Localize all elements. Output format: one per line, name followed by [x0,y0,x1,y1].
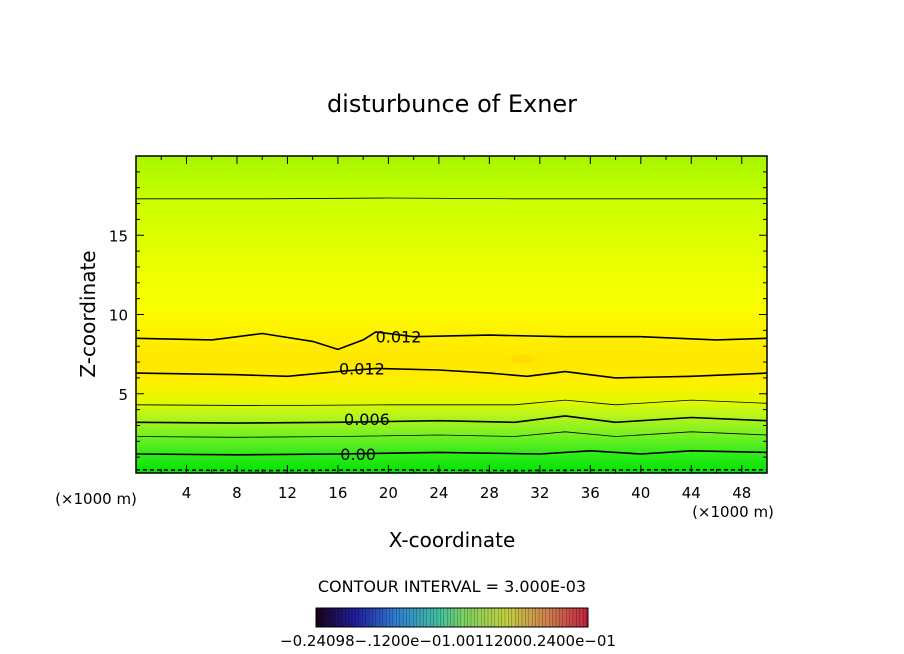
x-tick-label-5: 24 [429,484,448,502]
contour-label-1: 0.012 [339,359,385,378]
contour-labels: 0.012 0.012 0.006 0.00 [339,328,422,464]
contour-label-3: 0.00 [340,445,376,464]
contour-label-2: 0.006 [344,410,390,429]
x-tick-label-2: 12 [278,484,297,502]
x-unit-right: (×1000 m) [692,503,774,521]
plot-area: 0.012 0.012 0.006 0.00 [135,155,768,474]
y-axis-ticks: 5 10 15 [109,171,767,458]
chart-title: disturbunce of Exner [327,90,577,118]
contour-line-6 [135,331,768,351]
x-tick-label-7: 32 [530,484,549,502]
contour-interval-label: CONTOUR INTERVAL = 3.000E-03 [318,577,586,596]
x-tick-label-9: 40 [631,484,650,502]
contour-line-3 [135,415,768,424]
x-tick-label-10: 44 [682,484,701,502]
y-tick-label-2: 15 [109,227,128,245]
contour-field [136,156,767,473]
x-unit-left: (×1000 m) [55,490,137,508]
colorbar [315,607,589,628]
y-tick-label-0: 5 [118,386,128,404]
contour-line-5 [135,367,768,379]
x-tick-label-11: 48 [732,484,751,502]
x-tick-label-8: 36 [581,484,600,502]
contour-line-0 [135,468,767,472]
contour-line-1 [135,449,768,456]
x-tick-label-0: 4 [182,484,192,502]
y-axis-label: Z-coordinate [76,250,100,377]
x-tick-label-3: 16 [328,484,347,502]
field-blob [511,355,535,363]
colorbar-stripes [317,608,587,627]
x-axis-ticks: 4 8 12 16 20 24 28 32 36 40 44 48 [160,156,751,502]
y-tick-label-1: 10 [109,307,128,325]
x-axis-label: X-coordinate [389,528,516,552]
contour-line-2 [135,431,768,438]
contour-lines [135,197,768,472]
x-tick-label-1: 8 [232,484,242,502]
x-tick-label-4: 20 [379,484,398,502]
x-tick-label-6: 28 [480,484,499,502]
contour-label-0: 0.012 [376,328,422,347]
contour-line-4 [135,399,768,407]
contour-line-7 [136,197,767,200]
colorbar-fill [316,608,588,627]
colorbar-frame [315,607,589,628]
colorbar-tick-labels: −0.24098−.1200e−01.00112000.2400e−01 [280,632,616,650]
